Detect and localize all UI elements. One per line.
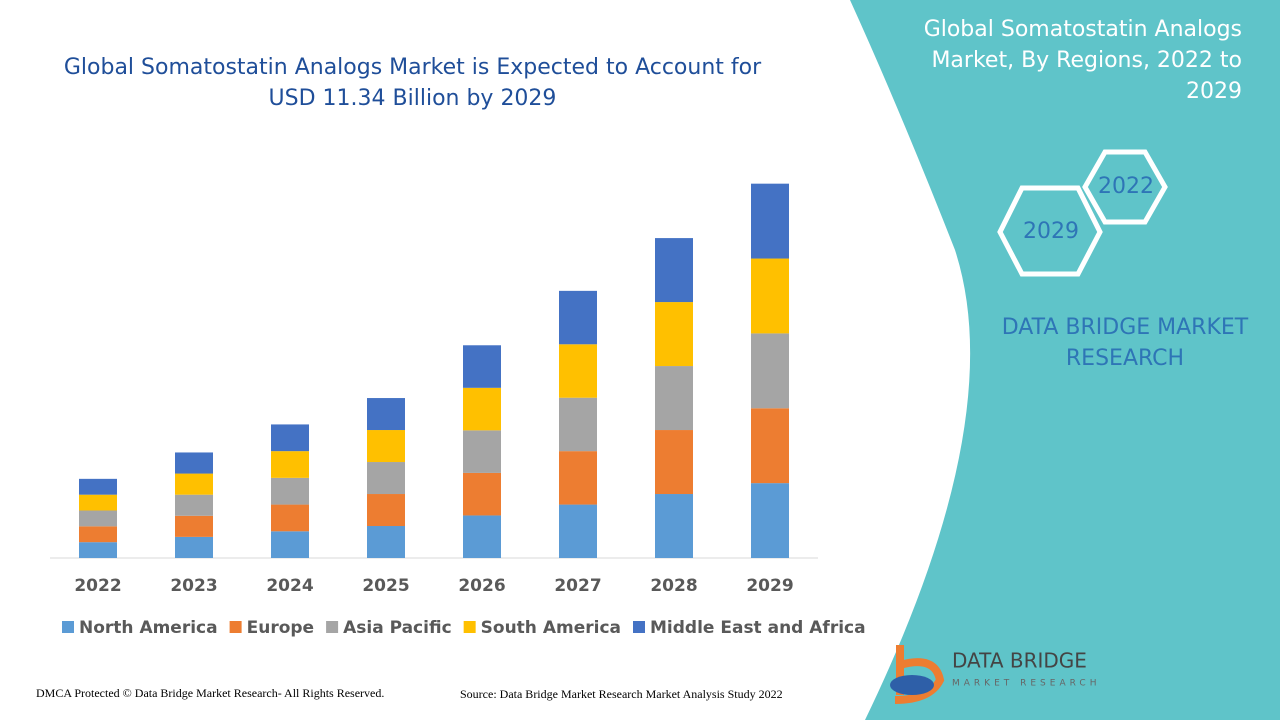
x-tick-label: 2027 [554, 576, 601, 596]
bar-segment [655, 302, 693, 367]
legend-swatch [463, 621, 476, 633]
bar-segment [175, 536, 213, 558]
legend-label: North America [79, 618, 218, 638]
bar-segment [271, 504, 309, 532]
bar-segment [79, 510, 117, 527]
bar-segment [367, 430, 405, 463]
bar-segment [751, 333, 789, 409]
bar-segment [463, 515, 501, 558]
bar-segment [367, 462, 405, 495]
bar-segment [175, 473, 213, 495]
bar-segment [271, 477, 309, 505]
bar-segment [271, 451, 309, 478]
legend-swatch [62, 621, 74, 633]
bar-segment [463, 472, 501, 516]
bar-segment [559, 290, 597, 345]
bar-segment [559, 397, 597, 452]
bar-segment [79, 526, 117, 543]
bar-segment [751, 483, 789, 558]
bar-segment [655, 366, 693, 431]
bar-segment [751, 408, 789, 484]
bar-segment [655, 430, 693, 495]
hexagon [1082, 149, 1168, 225]
hexagon [997, 185, 1103, 277]
x-tick-label: 2023 [170, 576, 217, 596]
logo-mark [890, 675, 934, 695]
logo-tagline: MARKET RESEARCH [952, 679, 1100, 689]
bar-segment [655, 494, 693, 558]
bar-segment [463, 430, 501, 473]
bar-segment [655, 238, 693, 303]
bar-segment [367, 494, 405, 527]
bar-segment [463, 345, 501, 388]
bar-segment [751, 183, 789, 259]
x-tick-label: 2029 [746, 576, 793, 596]
legend-swatch [229, 621, 242, 633]
hexagon-label: 2029 [1023, 219, 1079, 244]
legend-swatch [633, 621, 645, 633]
legend-label: Middle East and Africa [650, 618, 866, 638]
bar-segment [175, 515, 213, 537]
x-tick-label: 2022 [74, 576, 121, 596]
bar-segment [175, 452, 213, 474]
bar-segment [79, 494, 117, 511]
side-panel [850, 0, 1280, 720]
bar-segment [559, 451, 597, 505]
bar-segment [751, 258, 789, 334]
legend-label: Europe [247, 618, 314, 638]
legend-label: Asia Pacific [343, 618, 452, 638]
hexagon-label: 2022 [1098, 174, 1154, 199]
logo-name: DATA BRIDGE [952, 649, 1087, 673]
bar-segment [559, 344, 597, 398]
panel-brand: DATA BRIDGE MARKET RESEARCH [1001, 315, 1249, 371]
bar-segment [175, 494, 213, 516]
x-tick-label: 2024 [266, 576, 313, 596]
bar-segment [79, 478, 117, 495]
copyright: DMCA Protected © Data Bridge Market Rese… [36, 686, 385, 700]
x-tick-label: 2026 [458, 576, 505, 596]
chart-title: Global Somatostatin Analogs Market is Ex… [63, 55, 762, 111]
bar-segment [367, 398, 405, 431]
panel-title: Global Somatostatin Analogs Market, By R… [923, 17, 1242, 104]
bar-segment [367, 526, 405, 558]
source: Source: Data Bridge Market Research Mark… [460, 687, 783, 701]
bar-segment [463, 387, 501, 431]
bar-segment [79, 542, 117, 558]
x-tick-label: 2028 [650, 576, 697, 596]
bar-segment [271, 424, 309, 452]
legend-label: South America [481, 618, 621, 638]
bar-segment [271, 531, 309, 558]
x-tick-label: 2025 [362, 576, 409, 596]
bar-segment [559, 504, 597, 558]
legend-swatch [326, 621, 339, 633]
